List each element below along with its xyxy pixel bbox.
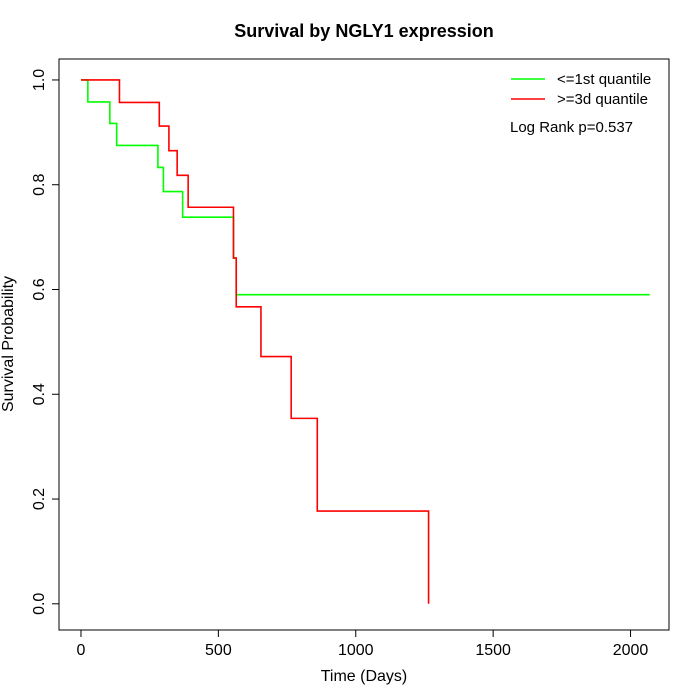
y-tick-label: 0.2 xyxy=(31,488,48,510)
legend-label-high: >=3d quantile xyxy=(557,91,648,108)
series-layer xyxy=(80,79,650,604)
chart-title: Survival by NGLY1 expression xyxy=(234,21,493,41)
y-tick-label: 1.0 xyxy=(31,69,48,91)
x-tick-label: 0 xyxy=(77,642,86,659)
x-tick-label: 1000 xyxy=(338,642,374,659)
x-tick-label: 2000 xyxy=(613,642,649,659)
legend-label-low: <=1st quantile xyxy=(557,71,651,88)
y-tick-label: 0.6 xyxy=(31,278,48,300)
log-rank-annotation: Log Rank p=0.537 xyxy=(510,119,633,136)
y-tick-label: 0.8 xyxy=(31,174,48,196)
x-tick-label: 1500 xyxy=(475,642,511,659)
x-tick-label: 500 xyxy=(205,642,232,659)
y-axis: 0.0 0.2 0.4 0.6 0.8 1.0 xyxy=(31,69,60,615)
x-axis-label: Time (Days) xyxy=(321,668,408,685)
series-line-high xyxy=(80,79,430,604)
legend: <=1st quantile >=3d quantile xyxy=(511,71,651,108)
y-axis-label: Survival Probability xyxy=(0,276,17,412)
y-tick-label: 0.0 xyxy=(31,593,48,615)
y-tick-label: 0.4 xyxy=(31,383,48,405)
x-axis: 0 500 1000 1500 2000 xyxy=(77,629,649,659)
series-line-low xyxy=(80,79,650,296)
